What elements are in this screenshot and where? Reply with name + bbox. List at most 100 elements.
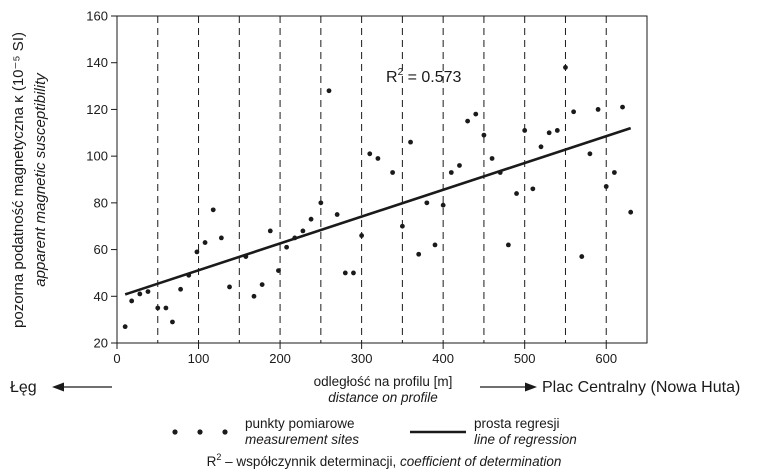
- data-point: [432, 242, 438, 248]
- data-point: [367, 151, 373, 157]
- data-point: [210, 207, 216, 213]
- y-tick-label: 100: [86, 149, 108, 164]
- legend-points-label: punkty pomiarowe: [245, 416, 355, 431]
- data-point: [473, 111, 479, 117]
- data-point: [178, 286, 184, 292]
- data-point: [163, 305, 169, 311]
- x-tick-label: 200: [269, 351, 291, 366]
- data-point: [170, 319, 175, 325]
- data-point: [497, 170, 503, 175]
- legend-line-label-en: line of regression: [474, 432, 577, 447]
- data-point: [267, 228, 273, 234]
- legend-points-symbol: [172, 429, 228, 435]
- x-tick-label: 400: [432, 351, 454, 366]
- data-point: [194, 249, 200, 255]
- data-point: [227, 284, 232, 290]
- x-tick-label: 300: [351, 351, 373, 366]
- direction-right-label: Plac Centralny (Nowa Huta): [542, 379, 740, 396]
- data-point: [587, 151, 593, 157]
- dashed-gridlines: [157, 16, 648, 343]
- y-tick-label: 140: [86, 55, 108, 70]
- data-point: [284, 244, 289, 250]
- regression-line-group: [124, 126, 632, 296]
- data-point: [538, 144, 544, 150]
- data-point: [326, 88, 332, 94]
- y-tick-label: 160: [86, 9, 108, 24]
- legend-points-label-en: measurement sites: [245, 432, 359, 447]
- data-point: [137, 291, 143, 297]
- x-tick-label: 100: [188, 351, 210, 366]
- data-point: [408, 139, 413, 145]
- data-point: [276, 268, 281, 273]
- data-point: [628, 209, 634, 215]
- data-point: [202, 240, 208, 245]
- data-point: [300, 228, 306, 234]
- data-point: [251, 293, 257, 299]
- data-point: [145, 289, 151, 295]
- y-axis-label-en: apparent magnetic susceptibility: [32, 72, 49, 287]
- data-points: [122, 64, 634, 330]
- legend-line-label: prosta regresji: [474, 416, 560, 431]
- data-point: [457, 163, 462, 168]
- regression-line: [124, 126, 632, 296]
- y-tick-label: 40: [94, 289, 108, 304]
- data-point: [505, 242, 511, 248]
- data-point: [399, 223, 405, 229]
- data-point: [522, 128, 528, 133]
- data-point: [554, 128, 560, 133]
- y-tick-label: 80: [94, 195, 108, 210]
- legend: punkty pomiarowe measurement sites prost…: [172, 416, 577, 447]
- data-point: [375, 156, 381, 161]
- y-tick-label: 120: [86, 102, 108, 117]
- x-tick-label: 500: [514, 351, 536, 366]
- arrow-right-icon: [480, 382, 537, 392]
- data-point: [465, 118, 471, 124]
- data-point: [595, 107, 601, 112]
- data-point: [530, 186, 536, 192]
- data-point: [563, 64, 568, 70]
- data-point: [489, 156, 495, 161]
- data-point: [611, 170, 617, 175]
- x-axis-label-en: distance on profile: [328, 390, 438, 405]
- data-point: [448, 170, 454, 175]
- y-tick-label: 60: [94, 242, 108, 257]
- data-point: [351, 270, 356, 276]
- x-tick-label: 0: [113, 351, 120, 366]
- data-point: [546, 130, 552, 136]
- data-point: [218, 235, 224, 241]
- data-point: [243, 254, 249, 259]
- data-point: [440, 202, 446, 208]
- arrow-left-icon: [52, 382, 112, 392]
- data-point: [359, 233, 365, 238]
- data-point: [620, 104, 625, 110]
- data-point: [186, 272, 192, 278]
- x-axis-label: odległość na profilu [m]: [314, 374, 453, 389]
- direction-left-label: Łęg: [10, 379, 37, 396]
- data-point: [155, 305, 161, 311]
- data-point: [259, 282, 265, 288]
- y-axis-ticks: 20 40 60 80 100 120 140 160: [86, 9, 117, 351]
- data-point: [481, 132, 487, 138]
- y-tick-label: 20: [94, 336, 108, 351]
- data-point: [334, 212, 340, 217]
- data-point: [122, 324, 128, 330]
- x-axis-ticks: 0 100 200 300 400 500 600: [113, 343, 617, 366]
- data-point: [390, 170, 395, 175]
- data-point: [129, 298, 135, 304]
- data-point: [424, 200, 430, 206]
- plot-frame: [116, 15, 648, 344]
- data-point: [603, 184, 609, 189]
- data-point: [292, 235, 298, 241]
- data-point: [318, 200, 324, 206]
- data-point: [308, 216, 314, 222]
- data-point: [514, 191, 519, 196]
- data-point: [571, 109, 577, 115]
- data-point: [579, 254, 585, 259]
- y-axis-label: pozorna podatność magnetyczna κ (10⁻⁵ SI…: [10, 32, 27, 328]
- data-point: [342, 270, 348, 276]
- footnote: R2 – współczynnik determinacji, coeffici…: [207, 452, 562, 469]
- r2-annotation: R2 = 0.573: [386, 67, 462, 86]
- data-point: [416, 251, 422, 257]
- x-tick-label: 600: [595, 351, 617, 366]
